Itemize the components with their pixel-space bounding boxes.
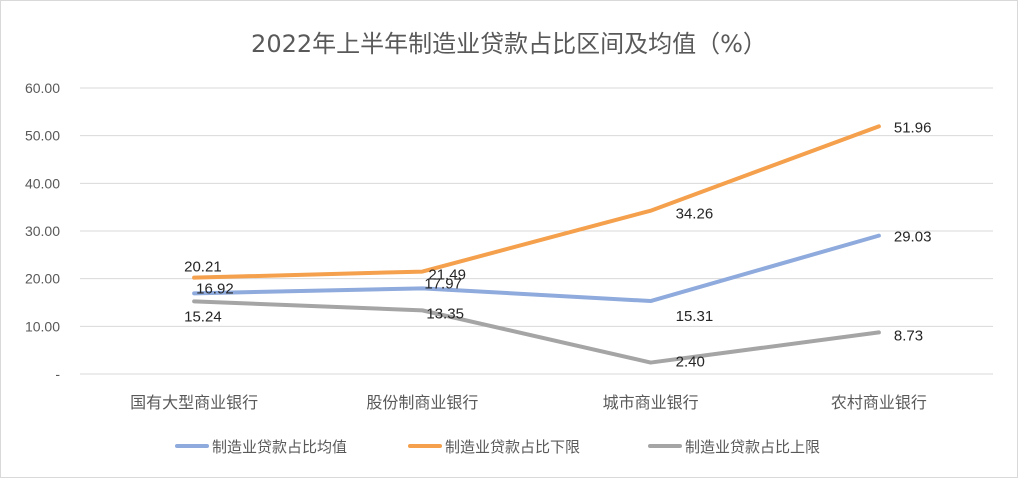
data-label: 51.96: [894, 119, 932, 136]
data-labels: 16.92 17.97 15.31 29.03 20.21 21.49 34.26 51.96…: [184, 119, 931, 370]
data-label: 8.73: [894, 327, 923, 344]
data-label: 2.40: [676, 354, 705, 371]
legend-label: 制造业贷款占比下限: [445, 438, 580, 456]
y-tick-label: 60.00: [25, 80, 60, 96]
data-label: 15.31: [676, 308, 714, 325]
x-category-label: 城市商业银行: [603, 393, 699, 412]
data-label: 17.97: [424, 275, 462, 292]
data-label: 16.92: [196, 280, 234, 297]
y-tick-label: 30.00: [25, 223, 60, 239]
y-axis-ticks: - 10.00 20.00 30.00 40.00 50.00 60.00: [25, 80, 60, 382]
y-tick-label: 10.00: [25, 318, 60, 334]
gridlines: [80, 87, 993, 375]
x-axis-categories: 国有大型商业银行 股份制商业银行 城市商业银行 农村商业银行: [130, 393, 927, 412]
x-category-label: 股份制商业银行: [366, 393, 478, 412]
data-label: 13.35: [426, 305, 464, 322]
data-label: 29.03: [894, 229, 932, 246]
legend-label: 制造业贷款占比上限: [685, 438, 820, 456]
data-label: 34.26: [676, 206, 714, 223]
series-line-1: [192, 233, 881, 304]
series-line-3: [192, 299, 881, 365]
data-label: 15.24: [184, 308, 222, 325]
y-tick-label: 50.00: [25, 128, 60, 144]
chart-title: 2022年上半年制造业贷款占比区间及均值（%）: [251, 30, 767, 58]
data-label: 20.21: [184, 259, 222, 276]
y-tick-label: -: [55, 366, 60, 382]
x-category-label: 农村商业银行: [831, 393, 927, 412]
y-tick-label: 40.00: [25, 175, 60, 191]
x-category-label: 国有大型商业银行: [130, 393, 258, 412]
series-lines: [192, 124, 881, 365]
legend-label: 制造业贷款占比均值: [212, 438, 347, 456]
y-tick-label: 20.00: [25, 271, 60, 287]
data-label: 21.49: [428, 267, 466, 284]
legend: 制造业贷款占比均值 制造业贷款占比下限 制造业贷款占比上限: [175, 438, 820, 456]
series-line-2: [192, 124, 881, 280]
